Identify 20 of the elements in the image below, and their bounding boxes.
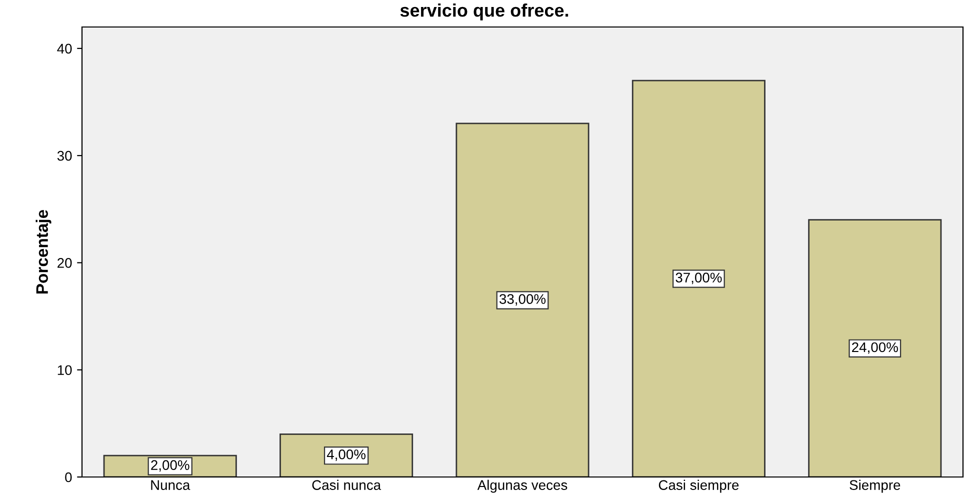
x-tick-label: Casi siempre xyxy=(658,480,739,493)
bar xyxy=(808,219,942,477)
bar xyxy=(632,80,766,477)
y-tick-label: 20 xyxy=(58,258,72,268)
x-tick-label: Casi nunca xyxy=(312,480,382,490)
x-tick-label: Nunca xyxy=(151,480,190,490)
x-tick-label: Algunas veces xyxy=(477,480,568,493)
y-tick-label: 30 xyxy=(57,150,72,161)
y-tick-label: 40 xyxy=(57,44,72,54)
chart-title: servicio que ofrece. xyxy=(400,4,568,20)
x-tick-label: Siempre xyxy=(850,480,900,493)
y-tick-label: 0 xyxy=(65,472,72,482)
data-label: 2,00% xyxy=(151,460,190,472)
y-axis-title: Porcentaje xyxy=(36,210,52,294)
data-label: 33,00% xyxy=(499,294,546,306)
y-tick-label: 10 xyxy=(58,365,72,376)
data-label: 4,00% xyxy=(326,449,366,461)
data-label: 24,00% xyxy=(852,342,898,354)
data-label: 37,00% xyxy=(676,272,722,284)
bar xyxy=(456,122,590,477)
